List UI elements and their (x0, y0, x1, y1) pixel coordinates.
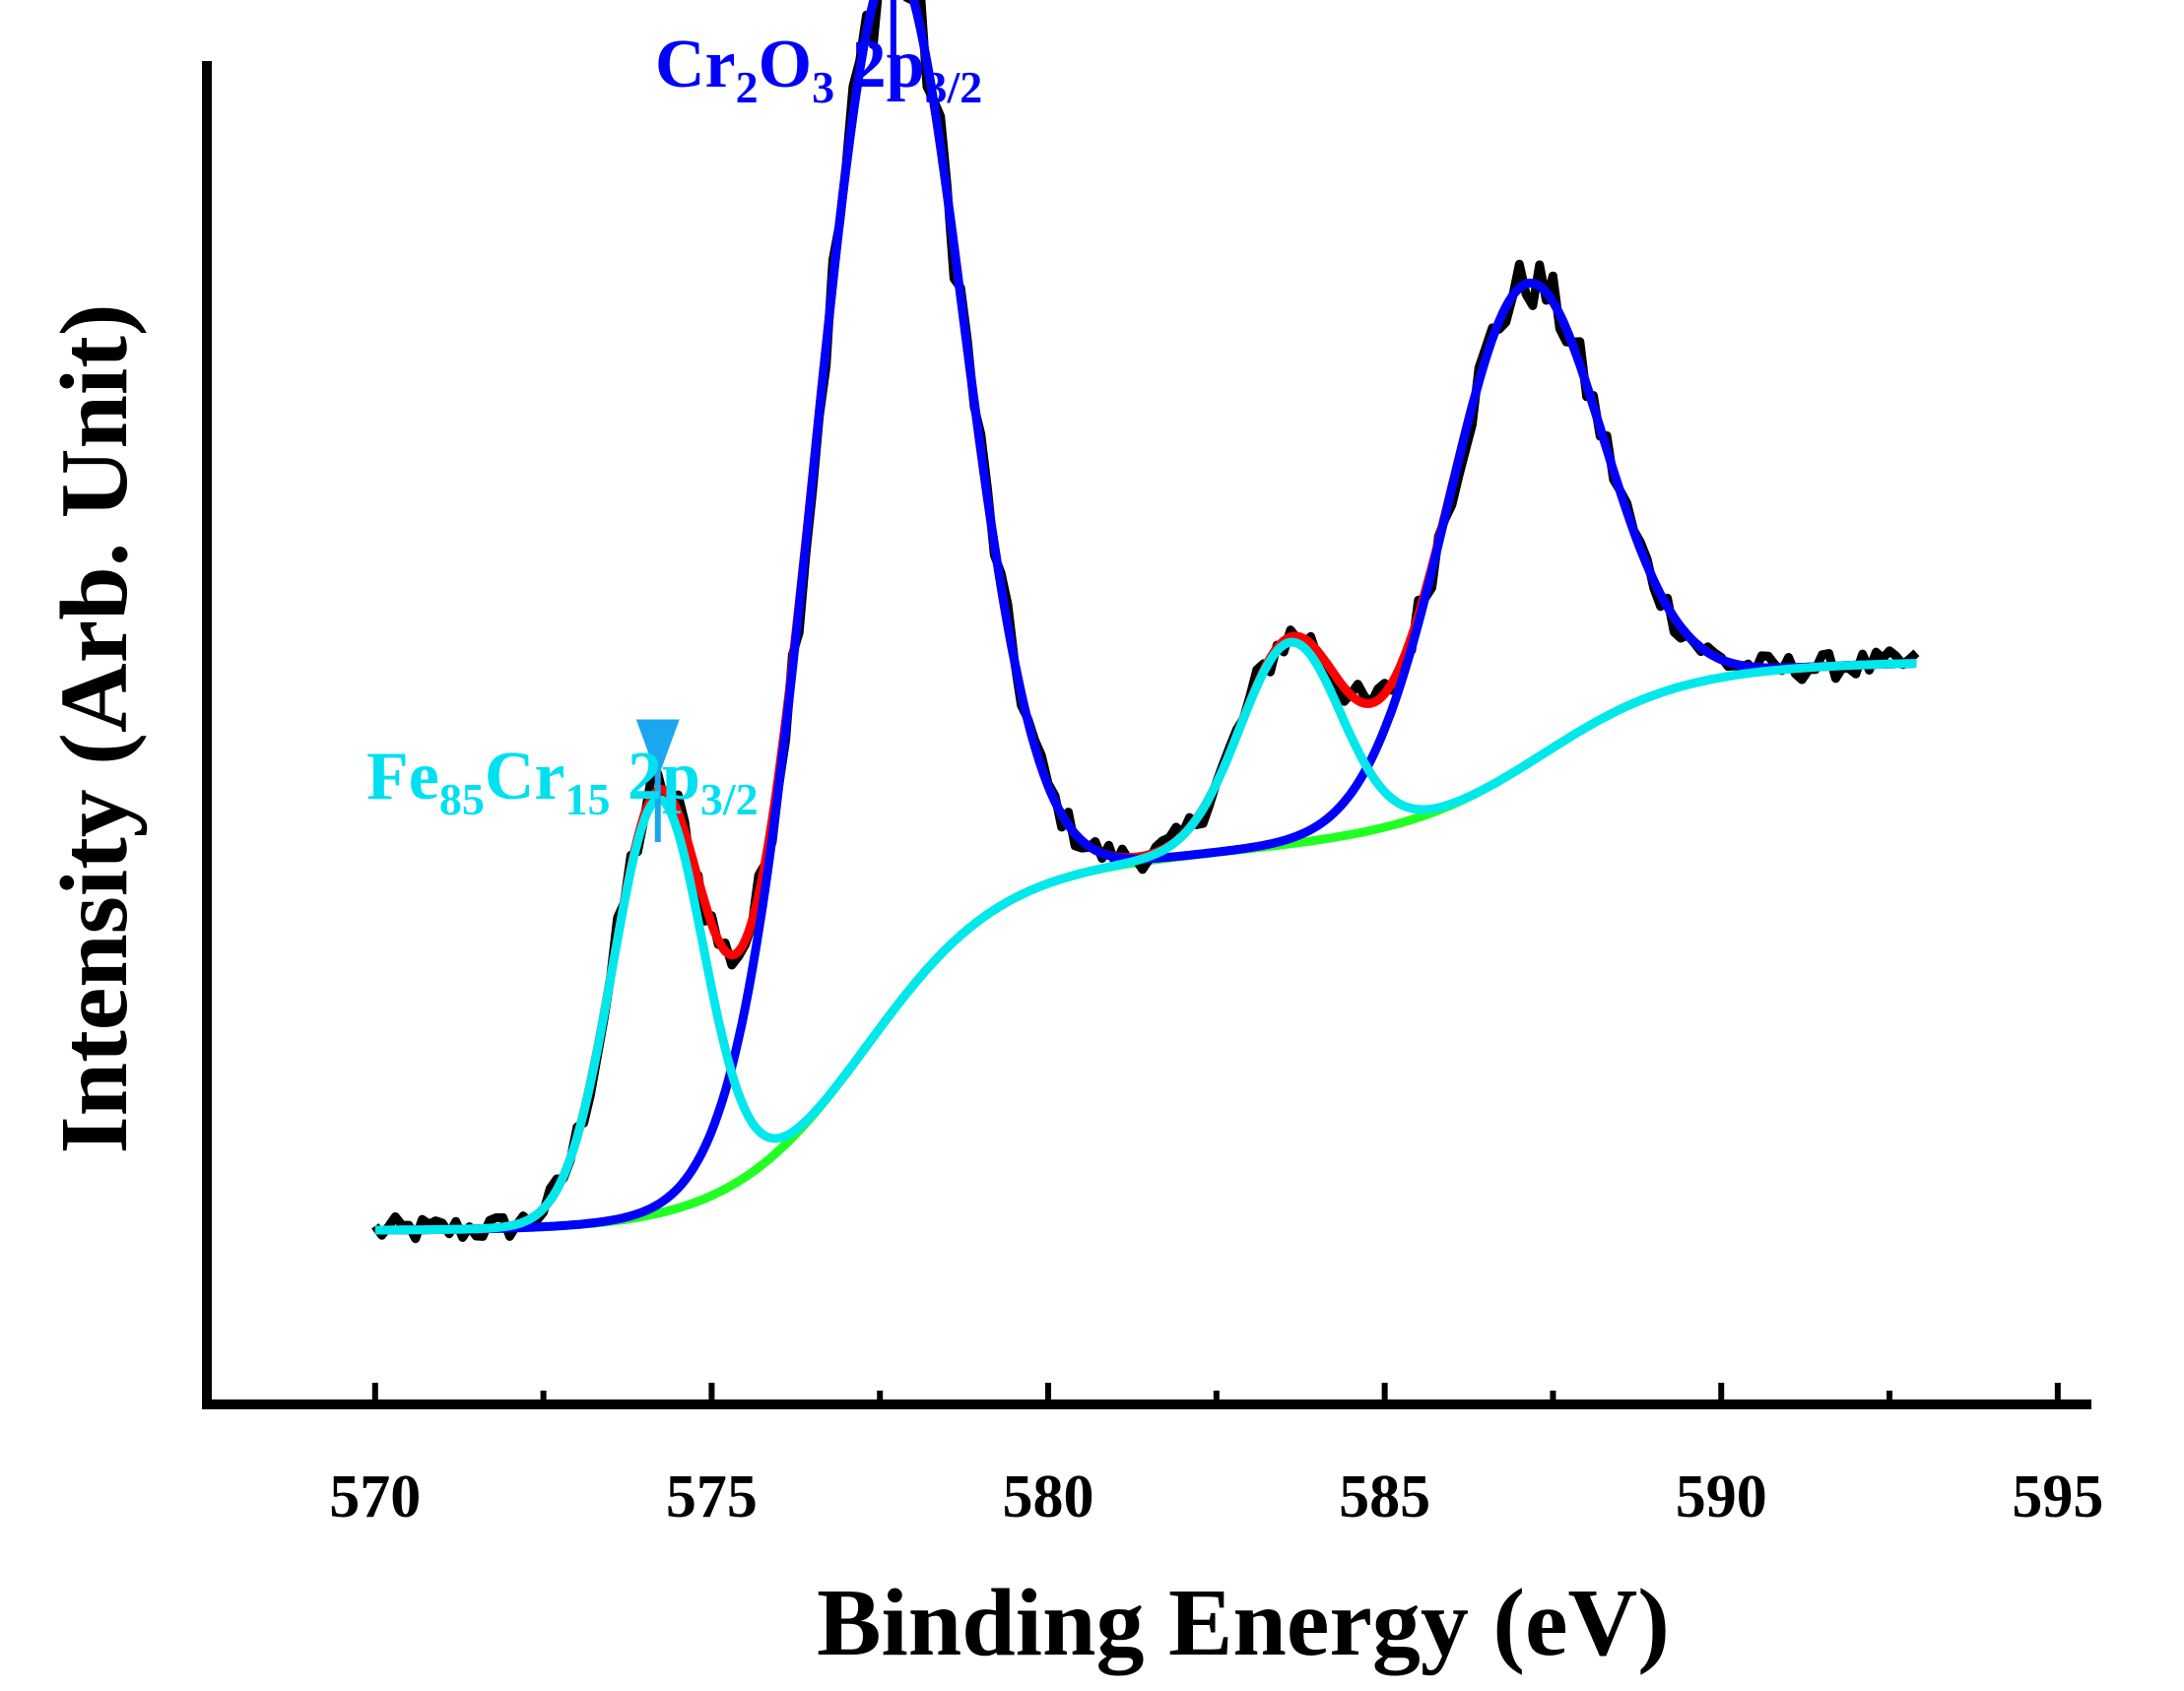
x-tick-label: 585 (1339, 1463, 1430, 1530)
arrow-head (635, 719, 680, 779)
fecr-arrow (635, 719, 680, 842)
fecr-annotation-2p: 2p (610, 739, 699, 814)
fecr-annotation-sub-85: 85 (439, 774, 485, 824)
fecr-annotation-sub-3-2: 3/2 (700, 774, 759, 824)
series-fit-envelope (373, 0, 1918, 1235)
cr2o3-annotation-sub-2: 2 (736, 62, 759, 112)
cr2o3-arrow (890, 0, 896, 100)
series-cr2o3 (373, 0, 1918, 1235)
cr2o3-annotation-cr: Cr (655, 27, 736, 102)
y-axis-title: Intensity (Arb. Unit) (41, 304, 148, 1154)
series-background (373, 659, 1918, 1235)
series-fecr (373, 637, 1918, 1235)
x-tick-label: 590 (1676, 1463, 1767, 1530)
fecr-annotation: Fe85Cr15 2p3/2 (366, 739, 759, 824)
x-axis-title: Binding Energy (eV) (817, 1570, 1670, 1676)
x-tick-label: 570 (329, 1463, 421, 1530)
cr2o3-annotation-o: O (759, 27, 812, 102)
cr2o3-annotation-2p: 2p (834, 27, 924, 102)
cr2o3-annotation-sub-3: 3 (812, 62, 834, 112)
x-tick-label: 595 (2012, 1463, 2103, 1530)
fecr-annotation-fe: Fe (366, 739, 439, 814)
cr2o3-annotation-sub-3-2: 3/2 (925, 62, 983, 112)
series-experimental (371, 0, 1920, 1244)
fecr-annotation-cr: Cr (485, 739, 565, 814)
x-ticks (371, 1383, 2061, 1404)
x-tick-labels: 570 575 580 585 590 595 (329, 1463, 2103, 1530)
x-tick-label: 575 (666, 1463, 758, 1530)
x-tick-label: 580 (1003, 1463, 1094, 1530)
fecr-annotation-sub-15: 15 (564, 774, 610, 824)
cr2o3-annotation: Cr2O3 2p3/2 (655, 27, 982, 112)
